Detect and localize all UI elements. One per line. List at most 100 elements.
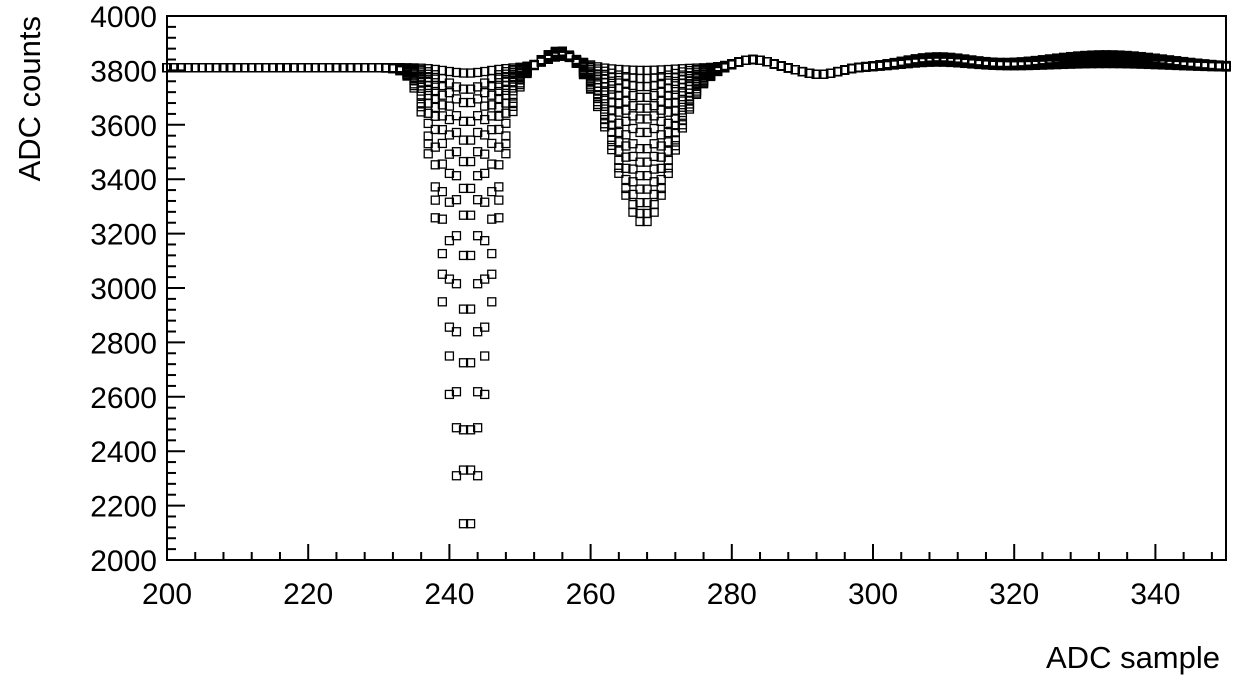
data-point-marker — [705, 71, 716, 82]
data-point-marker — [465, 465, 476, 475]
data-point-marker — [663, 127, 673, 138]
data-point-marker — [430, 213, 440, 223]
data-point-marker — [748, 54, 758, 65]
data-point-marker — [451, 171, 462, 181]
data-point-marker — [282, 63, 292, 73]
waveform-series — [162, 47, 1231, 475]
data-point-marker — [1016, 57, 1026, 67]
x-tick-label: 320 — [989, 578, 1039, 611]
data-point-marker — [430, 195, 440, 205]
data-point-marker — [1214, 60, 1224, 70]
data-point-marker — [1030, 55, 1041, 66]
data-point-marker — [465, 210, 476, 220]
data-point-marker — [811, 69, 822, 79]
data-point-marker — [402, 71, 412, 81]
data-point-marker — [910, 54, 921, 64]
data-point-marker — [451, 82, 462, 92]
data-point-marker — [480, 149, 490, 159]
data-point-marker — [1058, 52, 1069, 62]
data-point-marker — [458, 183, 469, 194]
data-point-marker — [642, 157, 652, 167]
data-point-marker — [614, 98, 624, 108]
data-point-marker — [225, 63, 236, 73]
data-point-marker — [487, 125, 497, 135]
data-point-marker — [1157, 54, 1168, 64]
data-point-marker — [663, 146, 673, 156]
data-point-marker — [275, 63, 285, 73]
data-point-marker — [854, 62, 864, 72]
data-point-marker — [656, 183, 666, 194]
data-point-marker — [896, 56, 906, 66]
x-axis-title: ADC sample — [1046, 640, 1220, 675]
data-point-marker — [268, 63, 278, 73]
data-point-marker — [480, 197, 490, 207]
data-point-marker — [543, 50, 553, 60]
data-point-marker — [649, 90, 659, 101]
data-point-marker — [416, 102, 426, 112]
data-point-marker — [451, 231, 462, 241]
data-point-marker — [621, 65, 631, 75]
data-point-marker — [487, 159, 497, 169]
data-point-marker — [1023, 56, 1033, 66]
data-point-marker — [1108, 50, 1118, 60]
data-point-marker — [472, 231, 483, 241]
data-point-marker — [649, 164, 659, 174]
data-point-marker — [480, 101, 490, 111]
data-point-marker — [501, 98, 511, 108]
data-point-marker — [649, 151, 659, 162]
data-point-marker — [621, 190, 631, 200]
data-point-marker — [416, 86, 426, 96]
data-point-marker — [501, 149, 511, 159]
data-point-marker — [444, 274, 455, 284]
data-point-marker — [621, 130, 631, 140]
data-point-marker — [614, 163, 624, 173]
data-point-marker — [444, 322, 455, 332]
data-point-marker — [635, 114, 645, 124]
data-point-marker — [656, 174, 666, 185]
data-point-marker — [1051, 53, 1062, 63]
data-point-marker — [416, 81, 426, 91]
data-point-marker — [444, 168, 455, 179]
data-point-marker — [677, 105, 688, 115]
data-point-marker — [480, 351, 490, 361]
data-point-marker — [458, 156, 469, 167]
data-point-marker — [296, 63, 306, 73]
x-tick-label: 300 — [848, 578, 898, 611]
data-point-marker — [614, 146, 624, 156]
data-point-marker — [430, 74, 440, 84]
data-point-marker — [635, 216, 645, 227]
data-point-marker — [465, 304, 476, 314]
data-point-marker — [635, 170, 645, 181]
data-point-marker — [409, 83, 419, 93]
data-point-marker — [691, 89, 702, 100]
data-point-marker — [861, 61, 871, 72]
data-point-marker — [480, 274, 490, 284]
data-point-marker — [480, 66, 490, 77]
data-point-marker — [480, 168, 490, 179]
data-point-marker — [635, 143, 645, 154]
data-point-marker — [508, 80, 518, 91]
data-point-marker — [494, 74, 504, 84]
data-point-marker — [536, 54, 546, 65]
data-point-marker — [593, 101, 603, 112]
data-point-marker — [458, 304, 469, 314]
data-point-marker — [480, 389, 490, 400]
data-point-marker — [960, 54, 970, 64]
y-tick-label: 2200 — [90, 491, 157, 524]
data-point-marker — [465, 358, 476, 368]
data-point-marker — [649, 80, 659, 91]
data-point-marker — [741, 55, 751, 66]
data-point-marker — [670, 73, 680, 83]
data-point-marker — [1150, 53, 1161, 63]
data-point-marker — [472, 387, 483, 397]
data-point-marker — [374, 63, 384, 73]
data-point-marker — [451, 387, 462, 397]
data-point-marker — [607, 72, 617, 83]
y-tick-label: 2000 — [90, 545, 157, 578]
x-tick-label: 260 — [566, 578, 616, 611]
data-point-marker — [472, 195, 483, 205]
data-point-marker — [635, 81, 645, 92]
data-point-marker — [578, 69, 589, 80]
data-point-marker — [953, 53, 963, 63]
y-tick-label: 2400 — [90, 436, 157, 469]
